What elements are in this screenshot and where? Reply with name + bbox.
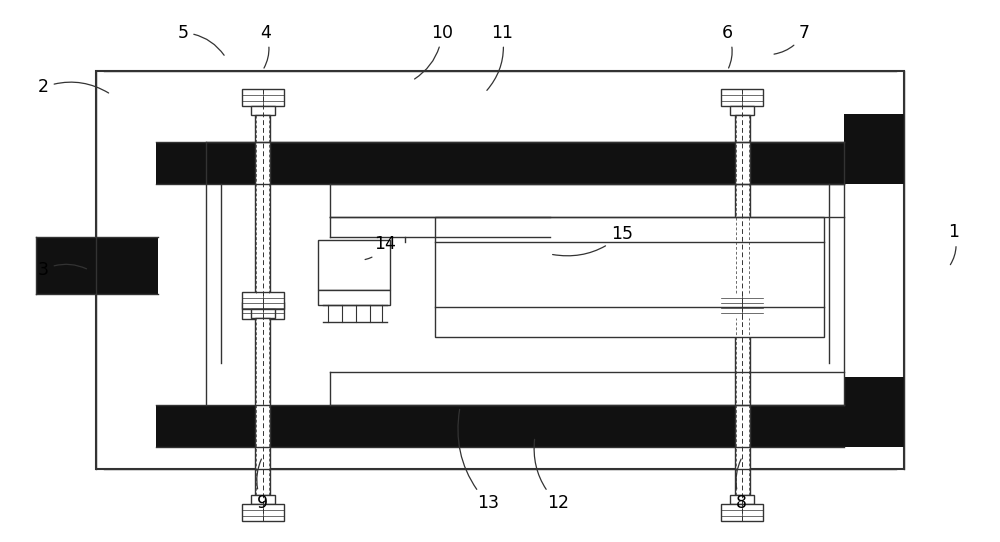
Bar <box>730 293 754 302</box>
Bar <box>730 495 754 505</box>
Bar <box>318 240 390 290</box>
Text: 11: 11 <box>487 24 513 91</box>
Text: 14: 14 <box>365 235 396 260</box>
Text: 15: 15 <box>553 225 633 256</box>
Bar <box>242 505 284 521</box>
Text: 12: 12 <box>534 440 569 512</box>
Bar <box>735 115 750 293</box>
Bar <box>721 89 763 106</box>
Bar <box>318 290 390 305</box>
Bar <box>255 115 270 293</box>
Bar <box>251 495 275 505</box>
Bar <box>251 309 275 318</box>
Text: 4: 4 <box>260 24 271 68</box>
Text: 5: 5 <box>177 24 224 55</box>
Bar <box>96 70 904 469</box>
Bar <box>844 377 904 447</box>
Bar <box>721 292 763 309</box>
Bar <box>156 143 844 184</box>
Bar <box>735 318 750 495</box>
Text: 9: 9 <box>257 459 268 512</box>
Text: 3: 3 <box>38 261 87 279</box>
Bar <box>251 106 275 115</box>
Text: 1: 1 <box>948 223 959 264</box>
Bar <box>730 309 754 318</box>
Text: 2: 2 <box>38 79 109 96</box>
Bar <box>730 106 754 115</box>
Text: 13: 13 <box>458 409 499 512</box>
Bar <box>844 114 904 184</box>
Bar <box>242 89 284 106</box>
Bar <box>721 302 763 319</box>
Text: 10: 10 <box>415 24 453 79</box>
Bar <box>242 302 284 319</box>
Bar <box>721 505 763 521</box>
Bar <box>156 405 844 447</box>
Text: 8: 8 <box>736 459 747 512</box>
Bar <box>255 318 270 495</box>
Text: 6: 6 <box>722 24 733 68</box>
Bar <box>435 217 824 337</box>
Bar <box>251 293 275 302</box>
Bar <box>242 292 284 309</box>
Bar <box>36 237 158 294</box>
Text: 7: 7 <box>774 24 810 54</box>
